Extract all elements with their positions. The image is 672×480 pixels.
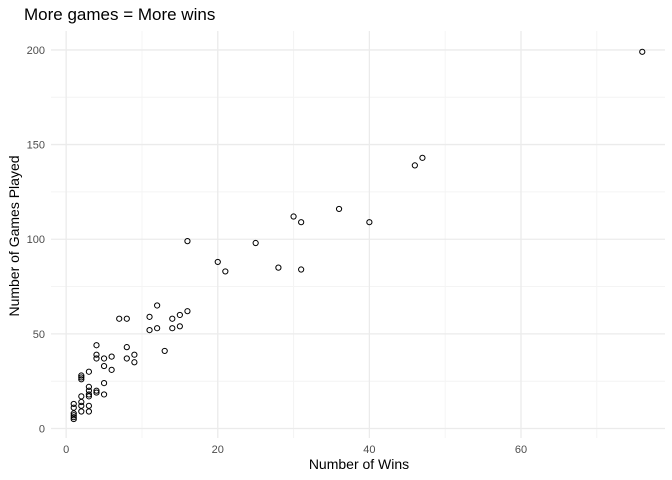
data-point: [108, 353, 115, 360]
data-point: [85, 383, 93, 390]
data-point: [85, 408, 93, 415]
data-point: [176, 323, 183, 330]
data-point: [123, 355, 130, 362]
data-point: [93, 387, 100, 394]
y-tick-label: 0: [39, 424, 45, 436]
data-point: [116, 315, 123, 322]
minor-gridlines: [51, 31, 665, 438]
data-point: [366, 219, 373, 226]
x-tick-label: 40: [363, 444, 375, 456]
data-point: [176, 311, 183, 319]
data-point: [70, 404, 77, 411]
data-point: [154, 302, 161, 309]
data-point: [100, 380, 108, 387]
data-point: [78, 374, 85, 381]
x-tick-label: 0: [63, 444, 69, 456]
data-point: [411, 162, 418, 169]
data-point: [335, 205, 343, 213]
data-point: [639, 48, 646, 55]
x-tick-label: 60: [515, 444, 527, 456]
data-point: [70, 412, 77, 419]
data-point: [419, 154, 426, 161]
data-point: [78, 376, 85, 383]
x-tick-label: 20: [212, 444, 224, 456]
y-tick-label: 100: [27, 234, 45, 246]
data-point: [169, 325, 176, 332]
data-point: [70, 414, 77, 421]
data-points: [70, 48, 646, 423]
data-point: [161, 347, 168, 355]
data-point: [214, 258, 221, 266]
data-point: [298, 219, 305, 226]
data-point: [275, 264, 282, 271]
data-point: [146, 313, 153, 320]
y-axis-ticks: 0 50 100 150 200: [27, 45, 45, 436]
data-point: [85, 387, 93, 394]
data-point: [85, 391, 93, 398]
data-point: [85, 368, 93, 375]
data-point: [131, 359, 138, 366]
y-axis-label: Number of Games Played: [6, 155, 22, 317]
data-point: [184, 308, 191, 315]
y-tick-label: 200: [27, 45, 45, 57]
data-point: [252, 239, 259, 247]
data-point: [93, 351, 100, 358]
data-point: [78, 398, 85, 406]
data-point: [78, 402, 85, 409]
y-tick-label: 50: [33, 329, 45, 341]
data-point: [93, 342, 100, 349]
data-point: [78, 393, 85, 400]
data-point: [290, 213, 297, 220]
data-point: [123, 315, 130, 322]
data-point: [123, 344, 130, 351]
data-point: [100, 362, 108, 370]
data-point: [108, 366, 115, 373]
y-tick-label: 150: [27, 140, 45, 152]
data-point: [146, 326, 153, 334]
data-point: [169, 315, 176, 322]
data-point: [184, 238, 191, 245]
data-point: [78, 408, 85, 415]
data-point: [222, 268, 229, 275]
major-gridlines: [51, 31, 665, 438]
data-point: [78, 372, 85, 379]
data-point: [298, 266, 305, 273]
data-point: [70, 400, 77, 408]
data-point: [93, 389, 100, 396]
chart-title: More games = More wins: [24, 5, 216, 24]
data-point: [100, 391, 108, 398]
data-point: [100, 355, 108, 362]
data-point: [131, 351, 138, 358]
data-point: [154, 325, 161, 332]
x-axis-label: Number of Wins: [308, 456, 410, 472]
data-point: [93, 355, 100, 362]
data-point: [85, 402, 93, 409]
x-axis-ticks: 0 20 40 60: [63, 444, 527, 456]
